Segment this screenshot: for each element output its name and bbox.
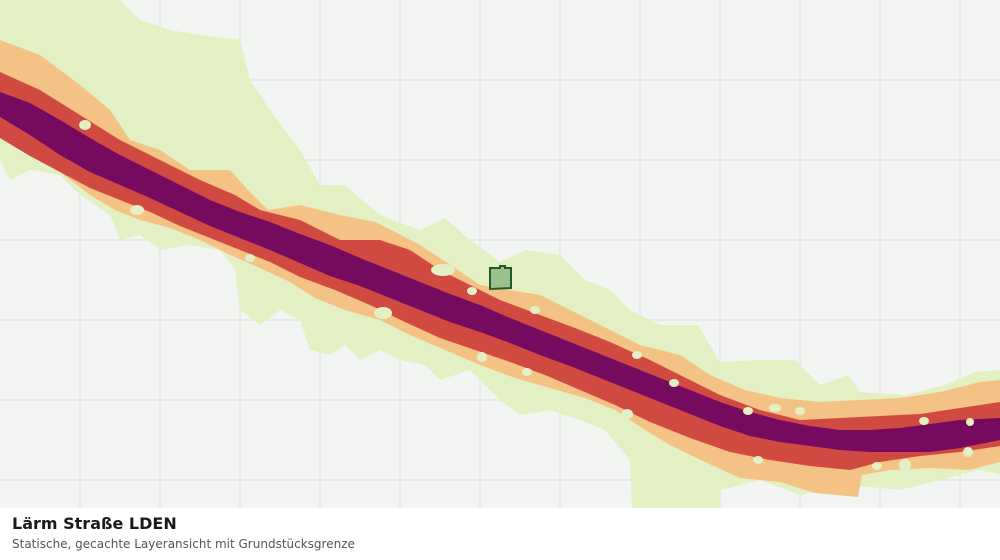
clearing	[522, 368, 532, 376]
clearing	[963, 447, 973, 457]
clearing	[795, 407, 805, 415]
clearing	[753, 456, 763, 464]
clearing	[966, 418, 974, 426]
clearing	[297, 297, 313, 307]
layer-title: Lärm Straße LDEN	[12, 514, 177, 533]
clearing	[872, 462, 882, 470]
noise-clearings	[79, 120, 974, 471]
clearing	[130, 205, 144, 215]
property-parcel[interactable]	[489, 265, 512, 291]
clearing	[919, 417, 929, 425]
noise-map[interactable]	[0, 0, 1000, 508]
clearing	[245, 254, 255, 262]
clearing	[632, 351, 642, 359]
clearing	[431, 264, 455, 276]
clearing	[769, 404, 781, 412]
map-caption: Lärm Straße LDEN Statische, gecachte Lay…	[0, 508, 1000, 560]
noise-zone-light	[0, 0, 1000, 508]
clearing	[669, 379, 679, 387]
clearing	[743, 407, 753, 415]
clearing	[374, 307, 392, 319]
clearing	[467, 287, 477, 295]
clearing	[899, 459, 911, 471]
clearing	[575, 399, 585, 407]
map-canvas	[0, 0, 1000, 508]
clearing	[621, 409, 633, 419]
clearing	[530, 306, 540, 314]
clearing	[79, 120, 91, 130]
layer-subtitle: Statische, gecachte Layeransicht mit Gru…	[12, 537, 355, 551]
clearing	[477, 352, 487, 362]
